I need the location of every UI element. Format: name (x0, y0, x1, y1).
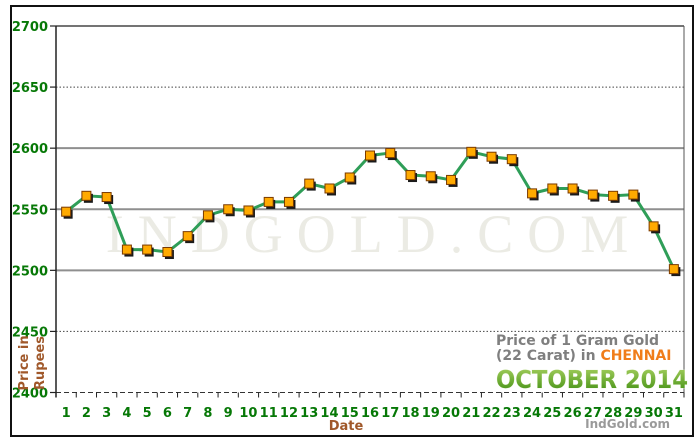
data-point-day-21 (466, 146, 477, 157)
data-point-day-5 (142, 244, 153, 255)
x-tick-label-3: 3 (102, 406, 111, 421)
period-title: OCTOBER 2014 (496, 366, 688, 394)
x-tick-label-7: 7 (183, 406, 192, 421)
data-point-day-9 (223, 204, 234, 215)
period-title-text: OCTOBER 2014 (496, 366, 688, 394)
data-point-day-4 (121, 244, 132, 255)
data-point-day-22 (486, 151, 497, 162)
x-tick-label-21: 21 (462, 406, 480, 421)
x-tick-label-2: 2 (82, 406, 91, 421)
title-line2-prefix: (22 Carat) in (496, 348, 601, 364)
chart-outer-border (10, 5, 694, 437)
x-tick-label-31: 31 (665, 406, 683, 421)
x-tick-label-22: 22 (483, 406, 501, 421)
x-tick-label-9: 9 (224, 406, 233, 421)
data-point-day-10 (243, 205, 254, 216)
price-line (64, 150, 676, 271)
x-tick-label-23: 23 (503, 406, 521, 421)
x-tick-label-12: 12 (280, 406, 298, 421)
x-tick-label-24: 24 (523, 406, 541, 421)
data-point-day-26 (567, 183, 578, 194)
data-point-day-27 (587, 189, 598, 200)
x-tick-label-30: 30 (645, 406, 663, 421)
y-tick-label-2450: 2450 (12, 325, 48, 340)
y-tick-label-2550: 2550 (12, 203, 48, 218)
x-tick-label-18: 18 (401, 406, 419, 421)
x-tick-label-5: 5 (143, 406, 152, 421)
y-tick-label-2500: 2500 (12, 264, 48, 279)
x-tick-label-14: 14 (320, 406, 338, 421)
credit: IndGold.com (585, 417, 670, 431)
y-tick-label-2600: 2600 (12, 142, 48, 157)
data-point-day-14 (324, 183, 335, 194)
x-tick-label-16: 16 (361, 406, 379, 421)
x-tick-label-17: 17 (381, 406, 399, 421)
x-tick-label-19: 19 (422, 406, 440, 421)
data-point-day-30 (648, 221, 659, 232)
x-tick-label-26: 26 (564, 406, 582, 421)
data-point-day-7 (182, 231, 193, 242)
x-tick-label-27: 27 (584, 406, 602, 421)
title-block: Price of 1 Gram Gold (22 Carat) in CHENN… (496, 333, 692, 395)
y-axis-title-line2: Rupees (33, 336, 48, 390)
data-point-day-17 (385, 148, 396, 159)
title-line2: (22 Carat) in CHENNAI (496, 349, 692, 364)
data-point-day-13 (304, 178, 315, 189)
y-axis-title: Price in Rupees (17, 331, 49, 395)
x-tick-label-1: 1 (62, 406, 71, 421)
data-point-day-8 (202, 210, 213, 221)
x-tick-label-4: 4 (122, 406, 131, 421)
x-tick-label-13: 13 (300, 406, 318, 421)
data-point-day-28 (608, 190, 619, 201)
x-tick-label-28: 28 (604, 406, 622, 421)
x-tick-label-6: 6 (163, 406, 172, 421)
data-point-day-15 (344, 172, 355, 183)
x-tick-label-29: 29 (624, 406, 642, 421)
x-tick-label-20: 20 (442, 406, 460, 421)
y-axis-title-line1: Price in (17, 335, 32, 391)
x-tick-label-11: 11 (260, 406, 278, 421)
data-point-day-2 (81, 190, 92, 201)
y-tick-label-2400: 2400 (12, 387, 48, 402)
data-point-day-16 (365, 150, 375, 161)
x-tick-label-10: 10 (239, 406, 257, 421)
data-point-day-6 (162, 247, 173, 258)
data-point-day-23 (506, 154, 517, 165)
data-point-day-20 (446, 174, 457, 185)
data-point-day-11 (263, 196, 274, 207)
data-point-day-31 (668, 264, 679, 275)
data-point-day-3 (101, 192, 112, 203)
title-line1: Price of 1 Gram Gold (496, 333, 660, 349)
data-point-day-24 (527, 188, 538, 199)
data-point-day-29 (628, 189, 639, 200)
data-point-day-1 (61, 206, 72, 217)
x-tick-label-25: 25 (543, 406, 561, 421)
watermark: INDGOLD.COM (105, 204, 643, 264)
x-axis-title: Date (328, 419, 364, 434)
city-name: CHENNAI (600, 348, 672, 364)
data-point-day-19 (425, 171, 436, 182)
y-tick-label-2700: 2700 (12, 20, 48, 35)
y-tick-label-2650: 2650 (12, 81, 48, 96)
x-tick-label-8: 8 (203, 406, 212, 421)
data-point-day-12 (283, 196, 294, 207)
data-point-day-18 (405, 170, 416, 181)
data-point-day-25 (547, 183, 558, 194)
x-tick-label-15: 15 (341, 406, 359, 421)
